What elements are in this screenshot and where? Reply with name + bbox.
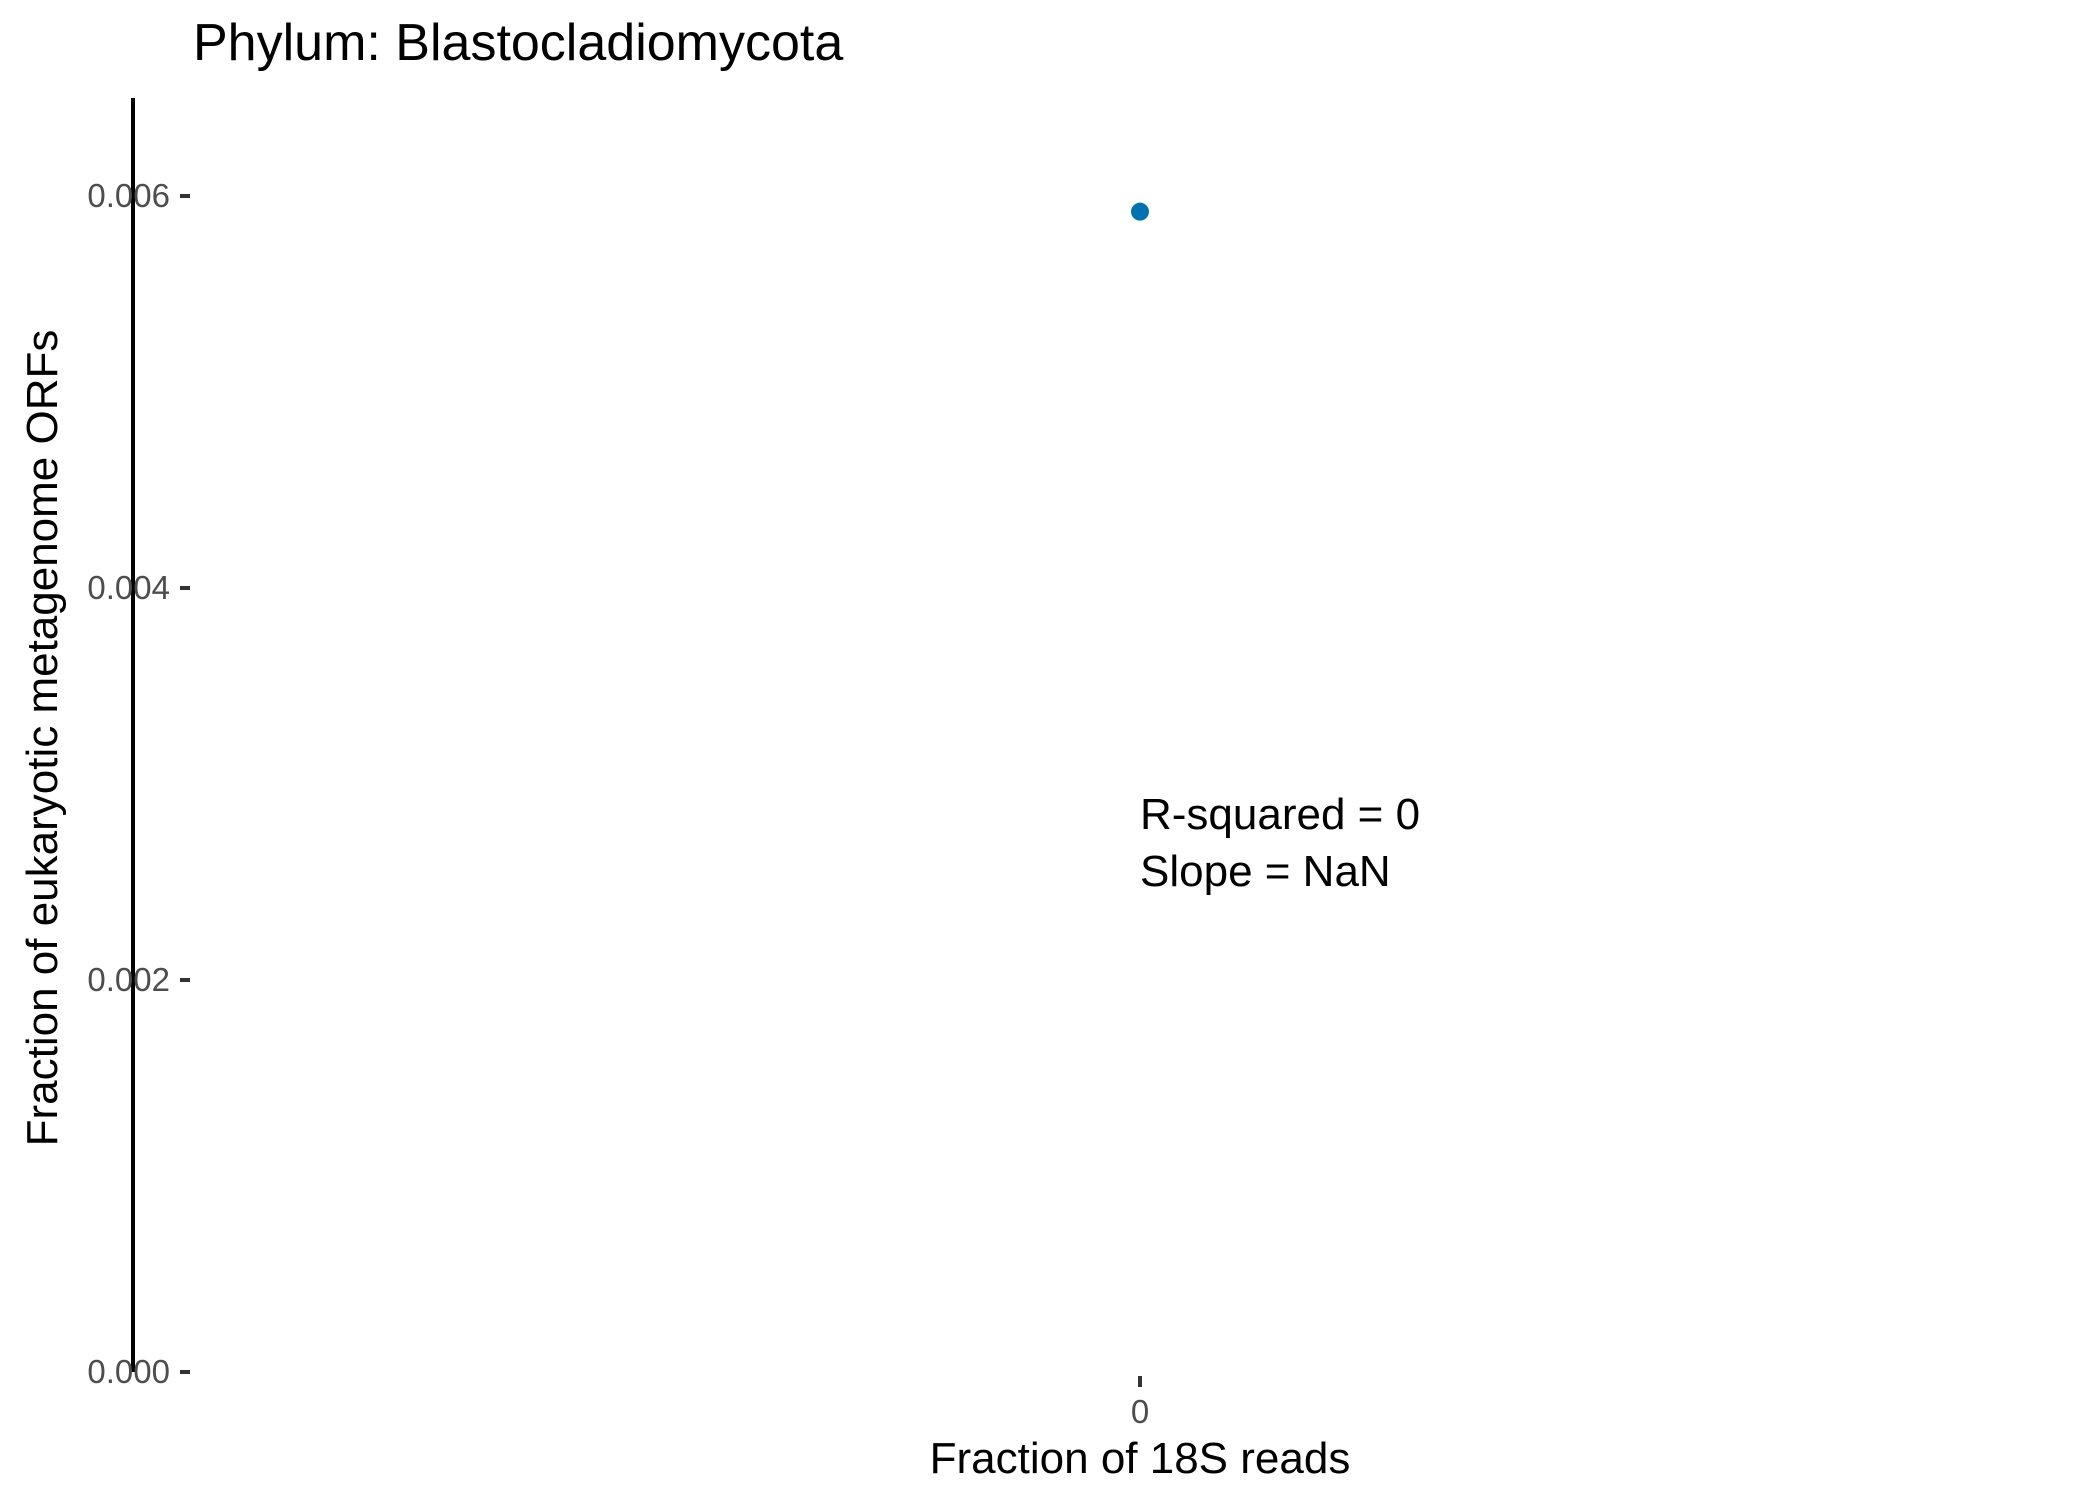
y-axis-title: Fraction of eukaryotic metagenome ORFs [18, 330, 67, 1147]
r-squared-annotation: R-squared = 0 [1140, 790, 1420, 839]
chart-title: Phylum: Blastocladiomycota [193, 14, 843, 72]
data-points [1131, 202, 1149, 221]
y-axis-ticks: 0.000 0.002 0.004 0.006 [87, 177, 190, 1390]
data-point [1131, 202, 1149, 221]
y-tick-label: 0.006 [87, 177, 170, 214]
y-tick-label: 0.002 [87, 961, 170, 998]
x-axis-ticks: 0 [1131, 1376, 1149, 1430]
x-tick-label: 0 [1131, 1393, 1149, 1430]
x-axis-title: Fraction of 18S reads [930, 1434, 1351, 1483]
y-tick-label: 0.000 [87, 1353, 170, 1390]
y-tick-label: 0.004 [87, 569, 170, 606]
slope-annotation: Slope = NaN [1140, 847, 1391, 896]
